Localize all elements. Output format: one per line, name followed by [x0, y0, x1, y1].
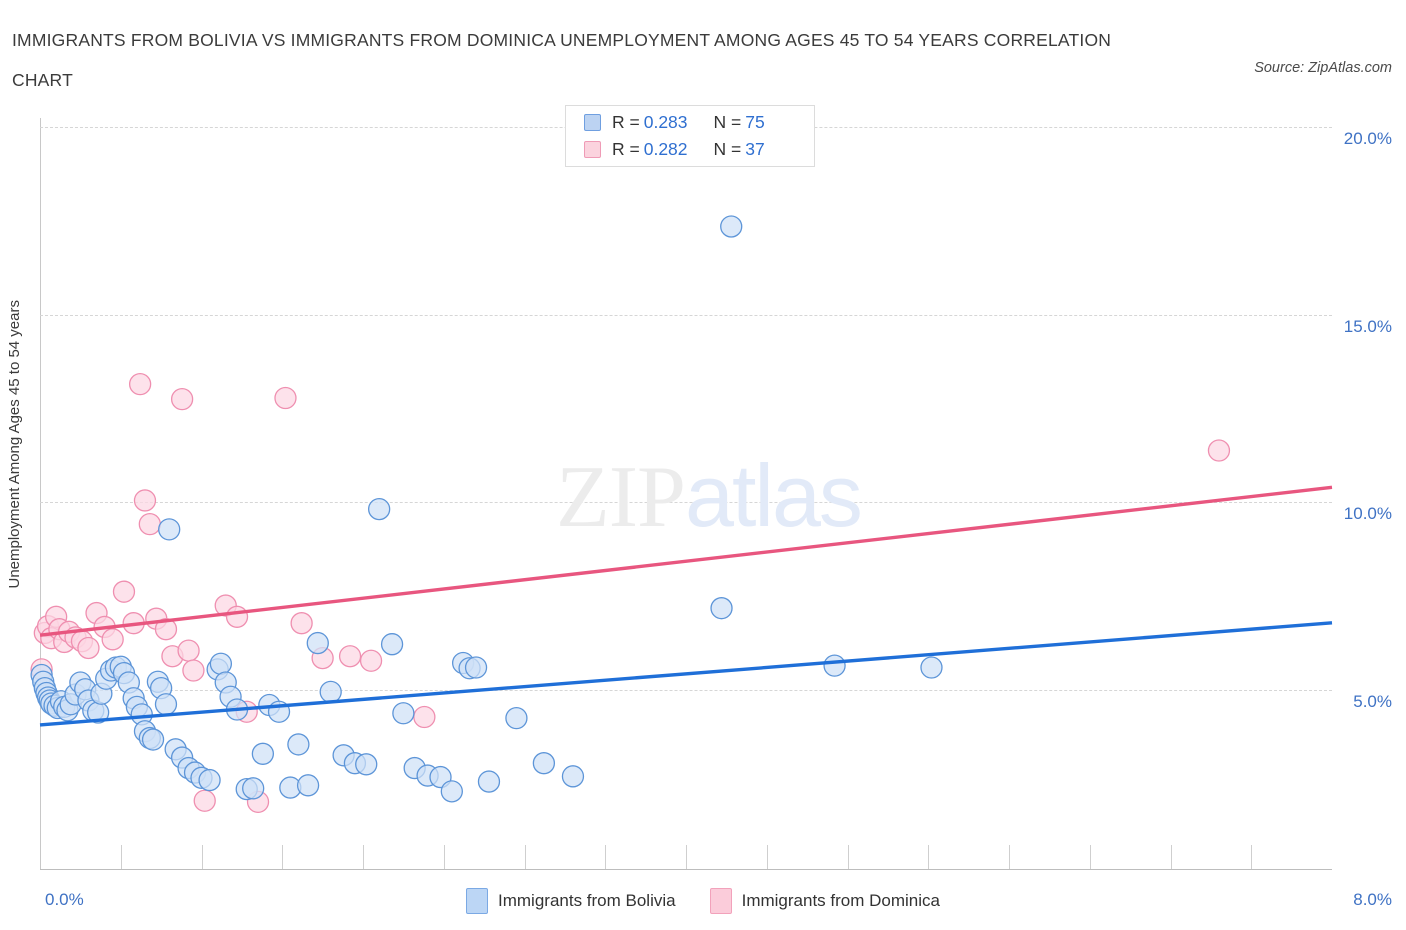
data-point: [1207, 439, 1231, 462]
data-point: [101, 628, 124, 651]
r-label-bolivia: R =: [612, 112, 640, 132]
data-point: [720, 215, 743, 238]
x-tick: [282, 845, 284, 869]
r-value-dominica: 0.282: [643, 139, 688, 159]
x-tick: [524, 845, 526, 869]
legend-swatch-bolivia-icon: [584, 114, 601, 131]
bolivia-points-group: [30, 215, 943, 803]
source-label: Source: ZipAtlas.com: [1254, 60, 1392, 76]
correlation-legend: R = 0.283 N = 75 R = 0.282 N = 37: [565, 105, 815, 167]
y-axis-label-0: 20.0%: [1343, 129, 1392, 148]
data-point: [154, 618, 178, 641]
data-point: [287, 733, 310, 756]
x-tick: [1170, 845, 1172, 869]
data-point: [274, 386, 297, 410]
data-point: [296, 774, 320, 797]
data-point: [710, 597, 733, 620]
data-point: [193, 789, 216, 812]
page-title: IMMIGRANTS FROM BOLIVIA VS IMMIGRANTS FR…: [12, 20, 1212, 100]
data-point: [251, 742, 275, 765]
bolivia-trendline: [39, 621, 1333, 727]
data-point: [209, 652, 233, 675]
data-point: [380, 633, 404, 656]
data-point: [177, 639, 200, 662]
data-point: [338, 645, 362, 668]
data-point: [477, 770, 501, 793]
data-point: [823, 654, 846, 677]
x-tick: [928, 845, 930, 869]
gridline-15: [40, 314, 1332, 316]
x-axis-min-label: 0.0%: [45, 890, 84, 909]
x-tick: [363, 845, 364, 869]
dominica-points-group: [30, 372, 1231, 813]
r-value-bolivia: 0.283: [643, 112, 688, 132]
correlation-row-dominica: R = 0.282 N = 37: [584, 136, 814, 163]
data-point: [154, 693, 178, 716]
x-tick: [847, 845, 849, 869]
gridline-5: [40, 690, 1332, 691]
data-point: [355, 753, 378, 776]
x-tick: [1089, 845, 1091, 869]
legend-swatch-dominica-icon: [584, 141, 601, 158]
x-tick: [686, 845, 687, 869]
x-tick: [1251, 845, 1253, 869]
x-tick: [1009, 845, 1010, 869]
data-point: [392, 702, 415, 725]
x-tick: [443, 845, 445, 869]
data-point: [158, 518, 181, 541]
data-point: [413, 705, 436, 729]
y-axis-line: [40, 118, 41, 870]
data-point: [170, 387, 194, 411]
data-point: [920, 656, 943, 679]
data-point: [138, 512, 161, 536]
x-axis-max-label: 8.0%: [1353, 890, 1392, 909]
n-value-bolivia: 75: [745, 112, 765, 132]
x-tick: [120, 845, 122, 869]
dominica-trendline: [39, 485, 1333, 637]
data-point: [359, 649, 383, 672]
correlation-row-bolivia: R = 0.283 N = 75: [584, 109, 814, 136]
y-axis-label-3: 5.0%: [1353, 692, 1392, 711]
data-point: [319, 680, 342, 704]
y-axis-label-1: 15.0%: [1343, 316, 1392, 336]
page-title-line2: CHART: [12, 70, 73, 90]
page-title-line1: IMMIGRANTS FROM BOLIVIA VS IMMIGRANTS FR…: [12, 30, 1112, 50]
data-point: [133, 489, 157, 512]
data-point: [141, 728, 165, 751]
data-point: [367, 497, 391, 521]
y-axis-label-2: 10.0%: [1343, 504, 1392, 524]
r-label-dominica: R =: [612, 139, 640, 159]
n-label-dominica: N =: [713, 139, 742, 159]
data-point: [198, 768, 221, 792]
n-label-bolivia: N =: [713, 112, 742, 132]
data-point: [77, 636, 100, 660]
x-tick: [605, 845, 607, 869]
data-point: [112, 580, 136, 603]
x-tick: [201, 845, 203, 869]
n-value-dominica: 37: [745, 139, 765, 159]
data-point: [306, 631, 329, 655]
data-point: [505, 707, 528, 730]
data-point: [290, 612, 313, 635]
data-point: [464, 656, 488, 679]
gridline-10: [40, 502, 1332, 504]
data-point: [225, 605, 249, 628]
x-axis-line: [40, 869, 1332, 870]
data-point: [182, 659, 205, 682]
data-point: [242, 777, 265, 800]
x-tick: [766, 845, 768, 869]
data-point: [532, 752, 556, 775]
data-point: [440, 780, 463, 803]
data-point: [561, 765, 585, 788]
data-point: [128, 372, 152, 396]
